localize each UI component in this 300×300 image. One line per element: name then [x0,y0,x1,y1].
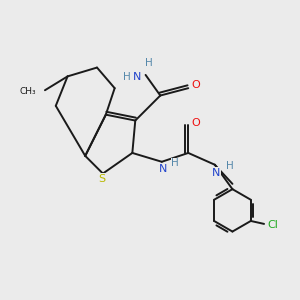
Text: O: O [191,80,200,90]
Text: S: S [98,174,105,184]
Text: N: N [212,168,220,178]
Text: H: H [226,161,233,171]
Text: CH₃: CH₃ [20,87,36,96]
Text: H: H [145,58,152,68]
Text: N: N [133,72,142,82]
Text: N: N [159,164,167,174]
Text: H: H [171,158,179,168]
Text: O: O [191,118,200,128]
Text: H: H [123,72,130,82]
Text: Cl: Cl [268,220,278,230]
